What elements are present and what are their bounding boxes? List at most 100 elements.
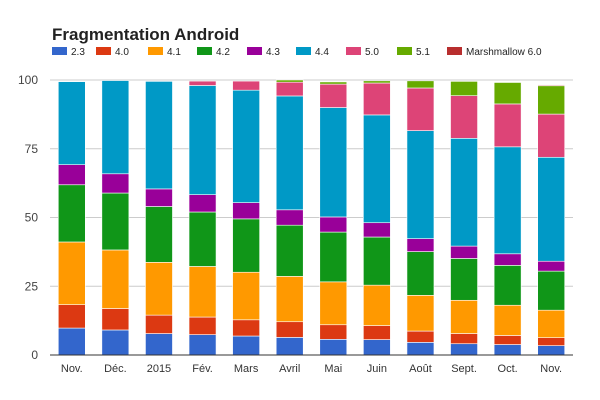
bar-segment: [101, 249, 130, 309]
bar-segment: [188, 211, 217, 267]
legend-label: 4.4: [315, 47, 329, 58]
bar-segment: [275, 337, 304, 356]
x-tick-label: Oct.: [498, 363, 518, 375]
bar-segment: [537, 113, 566, 158]
legend-label: Marshmallow 6.0: [466, 47, 542, 58]
y-tick-label: 0: [31, 348, 38, 362]
bar-segment: [57, 164, 86, 186]
bar-segment: [493, 253, 522, 266]
bar-segment: [319, 281, 348, 326]
bar-segment: [232, 319, 260, 337]
bar-segment: [275, 224, 304, 277]
bar-segment: [493, 304, 522, 336]
bar-segment: [145, 188, 173, 207]
bar-segment: [406, 238, 435, 252]
legend-swatch: [96, 47, 111, 55]
x-tick-label: Avril: [279, 363, 300, 375]
bar-segment: [406, 330, 435, 343]
legend-swatch: [296, 47, 311, 55]
legend-label: 4.0: [115, 47, 129, 58]
legend-swatch: [52, 47, 67, 55]
bar-segment: [275, 79, 304, 83]
bar-segment: [319, 339, 348, 356]
bar-segment: [145, 206, 173, 263]
x-tick-label: Mai: [324, 363, 342, 375]
bar-segment: [363, 82, 391, 116]
bar-segment: [450, 258, 478, 301]
legend-label: 5.1: [416, 47, 430, 58]
bar-segment: [319, 107, 348, 218]
bar-segment: [537, 270, 566, 311]
bar-segment: [493, 265, 522, 306]
chart-title: Fragmentation Android: [52, 25, 239, 44]
bar-segment: [101, 80, 130, 175]
bar-segment: [188, 80, 217, 86]
bar-segment: [537, 337, 566, 346]
bar-segment: [57, 81, 86, 166]
bar-segment: [101, 192, 130, 251]
bar-segment: [101, 173, 130, 194]
bar-segment: [363, 222, 391, 238]
legend-swatch: [148, 47, 163, 55]
legend-swatch: [397, 47, 412, 55]
legend-label: 4.3: [266, 47, 280, 58]
bar-segment: [232, 335, 260, 356]
bar-segment: [145, 81, 173, 190]
bar-segment: [319, 81, 348, 85]
x-tick-label: Sept.: [451, 363, 477, 375]
bar-segment: [537, 345, 566, 356]
bar-segment: [232, 80, 260, 91]
bar-segment: [406, 130, 435, 239]
bar-segment: [101, 329, 130, 356]
y-tick-label: 75: [25, 142, 39, 156]
bar-segment: [57, 304, 86, 329]
bar-segment: [319, 324, 348, 340]
bar-segment: [57, 327, 86, 356]
bar-segment: [275, 276, 304, 323]
bar-segment: [232, 202, 260, 220]
y-tick-label: 25: [25, 279, 39, 293]
bar-segment: [493, 146, 522, 255]
bar-segment: [363, 325, 391, 340]
bar-segment: [145, 262, 173, 316]
bar-segment: [188, 316, 217, 335]
bar-segment: [493, 344, 522, 356]
legend-swatch: [247, 47, 262, 55]
bar-segment: [493, 82, 522, 105]
bar-segment: [537, 85, 566, 115]
bar-segment: [232, 89, 260, 203]
bar-segment: [101, 308, 130, 331]
bar-segment: [232, 271, 260, 321]
bar-segment: [363, 284, 391, 326]
bar-segment: [319, 216, 348, 233]
bar-segment: [450, 299, 478, 334]
bar-segment: [275, 321, 304, 338]
bar-segment: [57, 184, 86, 243]
legend-swatch: [197, 47, 212, 55]
x-tick-label: Juin: [367, 363, 387, 375]
bar-segment: [188, 194, 217, 213]
bar-segment: [275, 209, 304, 226]
x-tick-label: Nov.: [540, 363, 562, 375]
bar-segment: [275, 81, 304, 97]
legend-label: 5.0: [365, 47, 379, 58]
bar-segment: [57, 241, 86, 305]
legend: 2.3 4.0 4.1 4.2 4.3 4.4 5.0 5.1 Marshmallow 6.0: [52, 47, 542, 58]
bar-segment: [145, 333, 173, 356]
bar-segment: [188, 266, 217, 318]
bar-segment: [537, 156, 566, 262]
bar-segment: [406, 80, 435, 89]
bar-segment: [232, 218, 260, 273]
x-tick-label: Mars: [234, 363, 259, 375]
legend-label: 2.3: [71, 47, 85, 58]
bar-segment: [406, 251, 435, 296]
bar-segment: [363, 114, 391, 224]
x-axis: Nov. Déc. 2015 Fév. Mars Avril Mai Juin Août Sept…: [50, 354, 573, 375]
legend-swatch: [447, 47, 462, 55]
bars: [57, 79, 566, 356]
bar-segment: [319, 83, 348, 108]
bar-segment: [363, 80, 391, 84]
bar-segment: [450, 333, 478, 345]
